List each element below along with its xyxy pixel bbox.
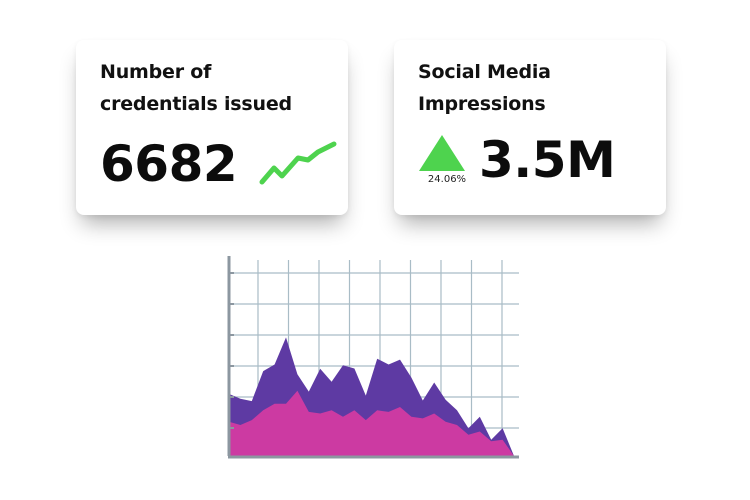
chart-axes <box>227 256 519 459</box>
credentials-title: Number of credentials issued <box>100 56 340 120</box>
social-impressions-card: Social Media Impressions 24.06% 3.5M <box>394 40 666 215</box>
area-chart <box>227 256 519 459</box>
impressions-count: 3.5M <box>479 131 616 189</box>
trend-up-sparkline-icon <box>259 141 337 185</box>
social-title: Social Media Impressions <box>418 56 658 120</box>
social-title-line-2: Impressions <box>418 93 546 115</box>
area-series-magenta <box>229 390 514 456</box>
up-triangle-icon <box>419 135 465 171</box>
credentials-title-line-2: credentials issued <box>100 93 292 115</box>
credentials-count: 6682 <box>100 135 238 193</box>
credentials-card: Number of credentials issued 6682 <box>76 40 348 215</box>
credentials-title-line-1: Number of <box>100 61 212 83</box>
social-title-line-1: Social Media <box>418 61 551 83</box>
change-percent: 24.06% <box>427 174 467 185</box>
